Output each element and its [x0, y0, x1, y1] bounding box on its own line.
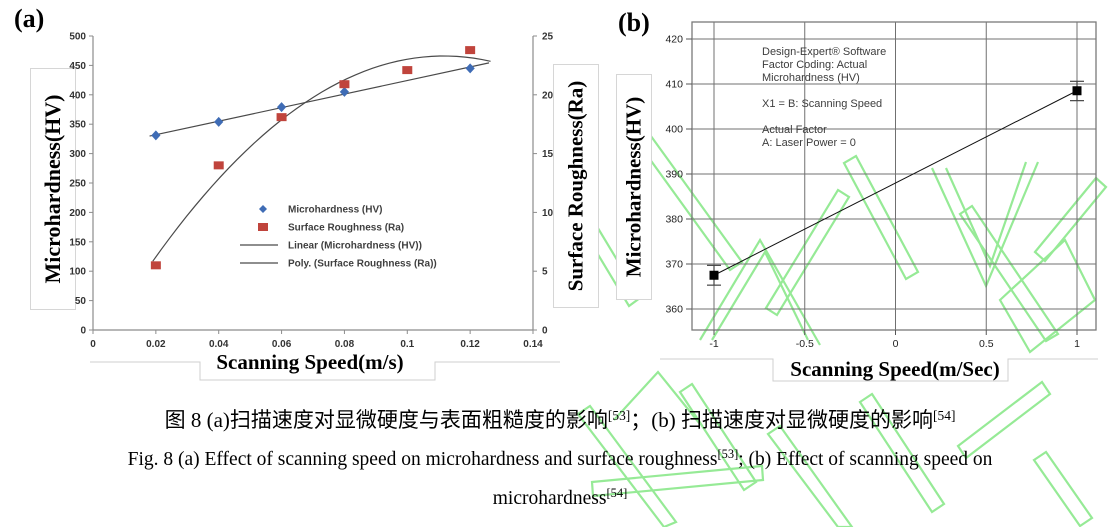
- caption-en-text: Fig. 8 (a) Effect of scanning speed on m…: [127, 449, 718, 470]
- caption-english-line1: Fig. 8 (a) Effect of scanning speed on m…: [0, 447, 1120, 471]
- svg-text:150: 150: [69, 237, 86, 248]
- plot-frame-b: [691, 21, 1097, 331]
- svg-text:50: 50: [75, 296, 87, 307]
- svg-text:0.14: 0.14: [523, 339, 543, 350]
- caption-en-ref-54: [54]: [606, 486, 628, 501]
- series-roughness-points: [150, 46, 476, 270]
- svg-text:25: 25: [542, 32, 554, 43]
- svg-text:200: 200: [69, 208, 86, 219]
- svg-text:0: 0: [90, 339, 96, 350]
- svg-text:0: 0: [542, 326, 548, 337]
- x-axis-title-b: Scanning Speed(m/Sec): [790, 357, 1000, 381]
- svg-text:360: 360: [665, 304, 683, 316]
- caption-zh-text-2: ；(b) 扫描速度对显微硬度的影响: [630, 408, 934, 432]
- svg-text:0.1: 0.1: [400, 339, 414, 350]
- svg-text:0.12: 0.12: [460, 339, 480, 350]
- svg-text:20: 20: [542, 90, 554, 101]
- svg-text:Surface Roughness (Ra): Surface Roughness (Ra): [288, 223, 404, 234]
- svg-text:370: 370: [665, 259, 683, 271]
- svg-text:450: 450: [69, 61, 86, 72]
- svg-text:0.02: 0.02: [146, 339, 166, 350]
- svg-text:0.04: 0.04: [209, 339, 229, 350]
- gridlines-b: [692, 22, 1096, 330]
- y-axis-title-roughness-a: Surface Roughness(Ra): [563, 80, 588, 292]
- svg-text:1: 1: [1074, 338, 1080, 350]
- svg-text:400: 400: [69, 90, 86, 101]
- series-microhardness-points: [151, 63, 475, 141]
- trendlines-a: [149, 55, 491, 262]
- svg-text:0.08: 0.08: [335, 339, 355, 350]
- caption-zh-ref-53: [53]: [607, 407, 631, 423]
- caption-en-ref-53: [53]: [717, 447, 739, 462]
- caption-zh-ref-54: [54]: [933, 407, 956, 423]
- axes-a: [92, 36, 534, 331]
- caption-en-text-3: microhardness: [492, 488, 607, 509]
- caption-english-line2: microhardness[54]: [0, 486, 1120, 510]
- svg-text:Linear (Microhardness (HV)): Linear (Microhardness (HV)): [288, 241, 422, 252]
- panel-a-tag: (a): [14, 4, 45, 33]
- panel-b-tag: (b): [618, 8, 650, 37]
- svg-text:300: 300: [69, 149, 86, 160]
- svg-text:0: 0: [893, 338, 899, 350]
- svg-text:390: 390: [665, 169, 683, 181]
- y-axis-label-box-a-left: Microhardness(HV): [30, 68, 76, 310]
- svg-text:400: 400: [665, 124, 683, 136]
- svg-text:250: 250: [69, 179, 86, 190]
- svg-text:-1: -1: [709, 338, 718, 350]
- caption-en-text-2: ; (b) Effect of scanning speed on: [738, 449, 993, 470]
- y-axis-title-microhardness-b: Microhardness(HV): [621, 96, 646, 278]
- svg-text:0.06: 0.06: [272, 339, 292, 350]
- caption-zh-text: 图 8 (a)扫描速度对显微硬度与表面粗糙度的影响: [164, 408, 608, 432]
- svg-text:15: 15: [542, 149, 554, 160]
- svg-text:500: 500: [69, 32, 86, 43]
- legend-a: Microhardness (HV) Surface Roughness (Ra)…: [240, 205, 437, 270]
- svg-text:10: 10: [542, 208, 554, 219]
- svg-text:-0.5: -0.5: [796, 338, 814, 350]
- svg-text:410: 410: [665, 79, 683, 91]
- svg-text:Microhardness (HV): Microhardness (HV): [288, 205, 382, 216]
- x-axis-title-a: Scanning Speed(m/s): [216, 350, 404, 374]
- svg-text:420: 420: [665, 34, 683, 46]
- svg-text:350: 350: [69, 120, 86, 131]
- tick-labels-a: 0501001502002503003504004505000510152025…: [69, 32, 553, 351]
- chart-a-plot: 0501001502002503003504004505000510152025…: [69, 32, 553, 351]
- svg-text:0.5: 0.5: [979, 338, 994, 350]
- svg-text:380: 380: [665, 214, 683, 226]
- svg-text:Poly. (Surface Roughness (Ra)): Poly. (Surface Roughness (Ra)): [288, 259, 437, 270]
- svg-text:100: 100: [69, 267, 86, 278]
- svg-text:5: 5: [542, 267, 548, 278]
- caption-chinese: 图 8 (a)扫描速度对显微硬度与表面粗糙度的影响[53]；(b) 扫描速度对显…: [0, 404, 1120, 434]
- design-expert-annotation: Design-Expert® Software Factor Coding: A…: [762, 46, 887, 149]
- svg-text:0: 0: [80, 326, 86, 337]
